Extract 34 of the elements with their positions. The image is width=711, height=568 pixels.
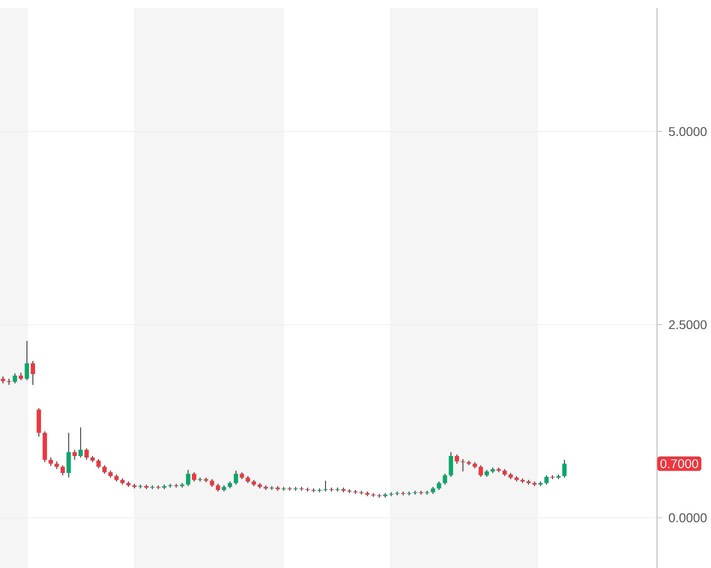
candlestick bbox=[186, 469, 190, 487]
candlestick bbox=[84, 448, 89, 460]
candlestick bbox=[544, 474, 549, 485]
candlestick bbox=[353, 490, 358, 494]
candlestick bbox=[66, 432, 71, 478]
candlestick bbox=[60, 464, 65, 476]
candlestick bbox=[36, 408, 41, 438]
candlestick bbox=[6, 378, 12, 386]
candlestick bbox=[442, 473, 448, 485]
candlestick bbox=[562, 459, 567, 478]
candlestick bbox=[347, 488, 352, 494]
y-tick-label: 0.0000 bbox=[668, 513, 707, 522]
candlestick bbox=[12, 372, 18, 384]
candlestick bbox=[138, 484, 143, 489]
candlestick bbox=[454, 454, 460, 464]
candlestick bbox=[305, 487, 310, 492]
candlestick bbox=[78, 427, 83, 458]
candlestick bbox=[406, 491, 412, 496]
text: 0.7000 bbox=[660, 459, 698, 468]
candlestick bbox=[24, 340, 30, 381]
candlestick bbox=[234, 470, 238, 485]
candlestick bbox=[466, 460, 472, 466]
candlestick bbox=[335, 487, 340, 492]
candlestick bbox=[96, 458, 101, 469]
candlestick bbox=[192, 472, 196, 482]
candlestick bbox=[198, 477, 202, 482]
y-tick-label: 2.5000 bbox=[669, 320, 707, 330]
candlestick bbox=[448, 452, 454, 478]
candlestick bbox=[329, 487, 334, 492]
candlestick bbox=[478, 464, 483, 478]
y-tick-label: 5.0000 bbox=[668, 127, 707, 136]
candlestick bbox=[30, 360, 36, 386]
candlestick bbox=[323, 480, 328, 492]
candlestick bbox=[72, 449, 77, 460]
